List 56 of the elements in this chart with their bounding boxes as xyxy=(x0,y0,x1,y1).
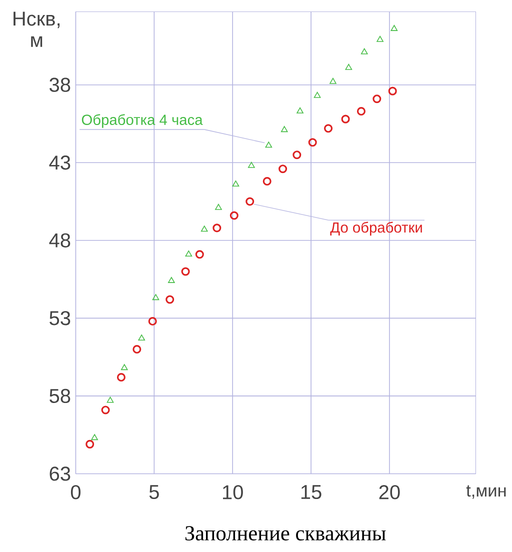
x-tick-label: 20 xyxy=(379,485,400,500)
x-tick-label: 0 xyxy=(70,485,80,500)
x-tick-label: 5 xyxy=(149,485,159,500)
point xyxy=(278,164,288,174)
point xyxy=(324,124,333,133)
y-tick-label: 53 xyxy=(50,311,70,326)
point xyxy=(152,294,160,300)
point xyxy=(356,107,366,116)
point xyxy=(116,373,126,382)
point xyxy=(200,226,208,232)
point xyxy=(388,86,397,96)
point xyxy=(91,434,98,440)
point xyxy=(86,440,94,448)
point xyxy=(168,276,175,283)
point xyxy=(101,406,110,414)
point xyxy=(148,317,157,326)
point xyxy=(230,211,238,220)
point xyxy=(212,224,222,232)
point xyxy=(292,150,302,160)
point xyxy=(248,162,255,168)
point xyxy=(330,78,336,84)
y-tick-label: 63 xyxy=(50,466,70,481)
point xyxy=(360,48,368,54)
x-tick-label: 15 xyxy=(301,485,322,500)
y-axis-title: Нскв, м xyxy=(14,12,60,47)
point xyxy=(232,180,240,187)
point xyxy=(390,24,398,31)
point xyxy=(120,364,128,370)
text: До обработки xyxy=(330,222,422,236)
point xyxy=(314,92,321,98)
point xyxy=(376,36,384,42)
y-tick-label: 48 xyxy=(49,233,70,248)
point xyxy=(308,138,317,147)
point xyxy=(280,126,288,132)
point xyxy=(185,250,192,257)
point xyxy=(341,114,350,124)
point xyxy=(106,396,114,403)
point xyxy=(215,204,222,210)
x-tick-label: 10 xyxy=(223,485,243,500)
point xyxy=(166,295,174,304)
x-axis-title: t,мин xyxy=(466,485,506,499)
text: Обработка 4 часа xyxy=(82,114,203,128)
point xyxy=(246,197,254,206)
point xyxy=(181,267,190,276)
point xyxy=(195,250,204,259)
y-tick-label: 43 xyxy=(49,156,70,170)
y-tick-label: 58 xyxy=(50,388,70,404)
point xyxy=(345,64,352,70)
point xyxy=(265,142,272,148)
point xyxy=(132,345,142,354)
point xyxy=(138,334,146,341)
y-tick-label: 38 xyxy=(50,78,70,92)
point xyxy=(296,107,304,114)
text: Заполнение скважины xyxy=(185,526,386,540)
point xyxy=(262,177,272,186)
point xyxy=(372,94,382,104)
